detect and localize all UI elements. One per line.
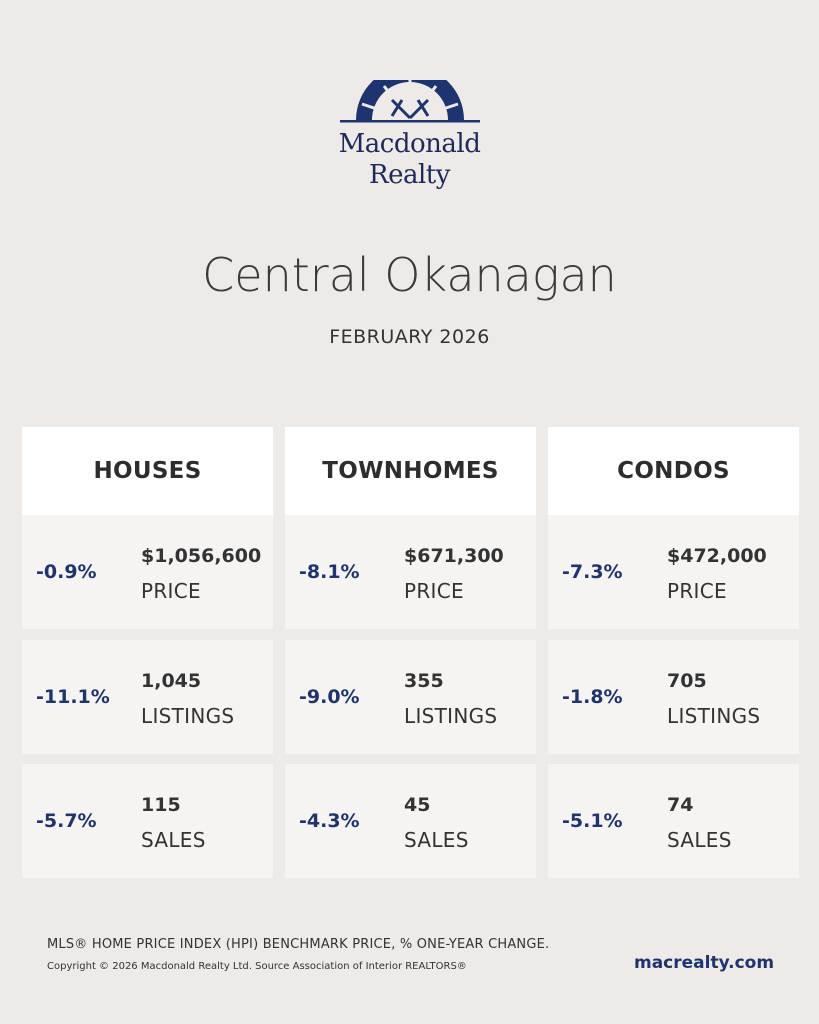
listings-value: 705 — [667, 670, 707, 692]
listings-card: -9.0% 355 LISTINGS — [285, 640, 536, 754]
price-change: -0.9% — [36, 561, 97, 583]
logo-line-2: Realty — [369, 160, 450, 190]
price-value: $671,300 — [404, 545, 504, 567]
sales-value: 115 — [141, 794, 181, 816]
price-value: $1,056,600 — [141, 545, 262, 567]
listings-value: 1,045 — [141, 670, 202, 692]
sales-label: SALES — [667, 828, 732, 852]
price-card: -8.1% $671,300 PRICE — [285, 515, 536, 629]
sales-card: -5.1% 74 SALES — [548, 764, 799, 878]
price-card: -7.3% $472,000 PRICE — [548, 515, 799, 629]
listings-change: -9.0% — [299, 686, 360, 708]
logo-line-1: Macdonald — [338, 129, 481, 159]
houses-column: HOUSES -0.9% $1,056,600 PRICE -11.1% 1,0… — [22, 427, 273, 878]
sales-card: -5.7% 115 SALES — [22, 764, 273, 878]
townhomes-column: TOWNHOMES -8.1% $671,300 PRICE -9.0% 355… — [285, 427, 536, 878]
listings-card: -1.8% 705 LISTINGS — [548, 640, 799, 754]
methodology-note: MLS® HOME PRICE INDEX (HPI) BENCHMARK PR… — [47, 937, 550, 952]
listings-change: -11.1% — [36, 686, 110, 708]
sales-label: SALES — [404, 828, 469, 852]
brand-logo: Macdonald Realty — [0, 80, 819, 191]
compass-dome-icon — [339, 80, 480, 123]
listings-change: -1.8% — [562, 686, 623, 708]
listings-label: LISTINGS — [141, 704, 235, 728]
page-title: Central Okanagan — [202, 248, 617, 302]
sales-change: -5.7% — [36, 810, 97, 832]
sales-card: -4.3% 45 SALES — [285, 764, 536, 878]
price-label: PRICE — [667, 579, 727, 603]
sales-change: -4.3% — [299, 810, 360, 832]
price-label: PRICE — [141, 579, 201, 603]
price-change: -8.1% — [299, 561, 360, 583]
price-label: PRICE — [404, 579, 464, 603]
report-period: FEBRUARY 2026 — [329, 326, 490, 348]
listings-label: LISTINGS — [667, 704, 761, 728]
sales-label: SALES — [141, 828, 206, 852]
price-value: $472,000 — [667, 545, 767, 567]
copyright-text: Copyright © 2026 Macdonald Realty Ltd. S… — [47, 961, 467, 972]
sales-value: 74 — [667, 794, 694, 816]
column-heading: HOUSES — [22, 427, 273, 515]
website-link[interactable]: macrealty.com — [634, 953, 775, 973]
column-heading: TOWNHOMES — [285, 427, 536, 515]
condos-column: CONDOS -7.3% $472,000 PRICE -1.8% 705 LI… — [548, 427, 799, 878]
listings-label: LISTINGS — [404, 704, 498, 728]
listings-value: 355 — [404, 670, 444, 692]
sales-value: 45 — [404, 794, 431, 816]
price-card: -0.9% $1,056,600 PRICE — [22, 515, 273, 629]
column-heading: CONDOS — [548, 427, 799, 515]
sales-change: -5.1% — [562, 810, 623, 832]
listings-card: -11.1% 1,045 LISTINGS — [22, 640, 273, 754]
price-change: -7.3% — [562, 561, 623, 583]
